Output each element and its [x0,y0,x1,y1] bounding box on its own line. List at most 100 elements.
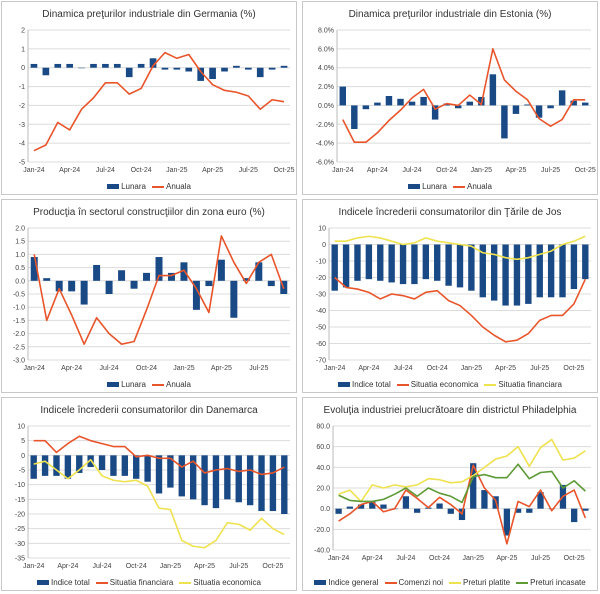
bar [42,67,50,76]
x-tick-label: Oct-24 [427,365,448,372]
bar [582,244,589,280]
y-tick-label: 4.0% [318,65,334,72]
x-tick-label: Jul-24 [394,365,413,372]
y-tick-label: -50 [316,325,326,332]
bar [502,244,509,306]
bar [30,455,37,479]
bar [413,508,421,513]
bar [365,244,373,280]
y-tick-label: -5 [19,160,25,167]
legend-swatch [107,382,120,387]
bar [331,244,338,291]
bar [235,455,242,503]
legend-label: Indice total [352,380,391,389]
y-tick-label: 80.0 [316,424,330,431]
bar [30,63,38,68]
x-tick-label: Jan-24 [24,365,46,372]
x-tick-label: Jan-25 [471,167,493,174]
legend-label: Situatia economica [193,578,261,587]
bar [246,455,254,506]
y-tick-label: -4.0% [316,141,334,148]
legend-swatch [179,581,192,584]
bar [221,67,228,72]
bar [102,63,109,68]
bar [537,492,544,509]
bar [479,244,486,298]
bar [501,105,508,139]
chart-title: Producţia în sectorul construcţiilor din… [33,207,265,218]
bar [217,259,225,281]
bar [512,105,520,114]
y-tick-label: 8.0% [318,28,334,35]
legend-swatch [314,580,327,585]
bar [525,244,532,304]
chart-title: Evoluţia industriei prelucrătoare din di… [323,405,577,416]
bar [255,262,263,281]
chart-legend: Lunara Anuala [4,380,294,389]
bar [369,501,376,509]
legend-swatch [107,184,120,189]
bar [447,508,454,514]
x-tick-label: Apr-25 [505,167,526,174]
x-tick-label: Oct-25 [564,555,585,562]
bar [78,67,85,69]
y-tick-label: -2.5 [13,344,25,351]
bar [581,102,589,106]
legend-item: Situatia economica [179,578,261,587]
bar [339,86,347,106]
x-tick-label: Oct-24 [136,365,157,372]
legend-label: Indice total [51,578,90,587]
bar [55,280,63,292]
series-line-anuala [342,48,586,143]
y-tick-label: 1.0 [15,252,25,259]
x-tick-label: Jul-25 [249,365,268,372]
legend-label: Indice general [328,578,379,587]
y-tick-label: -3.0 [13,358,25,365]
bar [571,508,578,523]
bar [130,280,138,289]
legend-item: Lunara [107,182,146,191]
y-tick-label: -15 [15,497,25,504]
x-tick-label: Jan-24 [23,563,45,570]
x-tick-label: Jul-24 [396,555,415,562]
series-line-comenzi-noi [338,464,587,545]
x-tick-label: Jul-25 [531,555,550,562]
x-tick-label: Jan-24 [332,167,354,174]
x-tick-label: Apr-25 [202,167,223,174]
legend-label: Anuala [467,182,492,191]
y-tick-label: -10 [316,259,326,266]
bar [178,455,185,497]
series-line-situatia-financiara [33,435,285,476]
bar [244,67,252,70]
y-tick-label: -30 [15,541,25,548]
legend-swatch [449,581,461,584]
chart-title: Dinamica preţurilor industriale din Germ… [42,9,256,20]
bar [481,490,488,509]
legend-swatch [408,184,421,189]
x-tick-label: Oct-24 [436,167,457,174]
x-tick-label: Jul-25 [239,167,258,174]
x-tick-label: Apr-24 [57,563,78,570]
bar [133,455,140,479]
x-tick-label: Oct-25 [262,563,283,570]
bar [197,67,205,81]
x-tick-label: Apr-25 [495,365,516,372]
series-line-situatia-financiara [334,235,586,261]
legend-swatch [396,383,409,386]
bar [399,244,407,285]
x-tick-label: Oct-25 [563,365,584,372]
legend-label: Situatia economica [410,380,479,389]
y-tick-label: 2.0 [15,226,25,233]
y-tick-label: 6.0% [318,46,334,53]
legend-label: Anuala [166,182,191,191]
series-line-preturi-incasate [338,463,586,504]
legend-item: Indice total [37,578,90,587]
x-tick-label: Apr-24 [59,167,80,174]
x-tick-label: Oct-24 [131,167,152,174]
bar [422,244,430,280]
bar [380,504,387,509]
y-tick-label: -6.0% [316,160,334,167]
legend-item: Lunara [107,380,146,389]
x-tick-label: Oct-25 [274,167,295,174]
bar [397,98,404,106]
